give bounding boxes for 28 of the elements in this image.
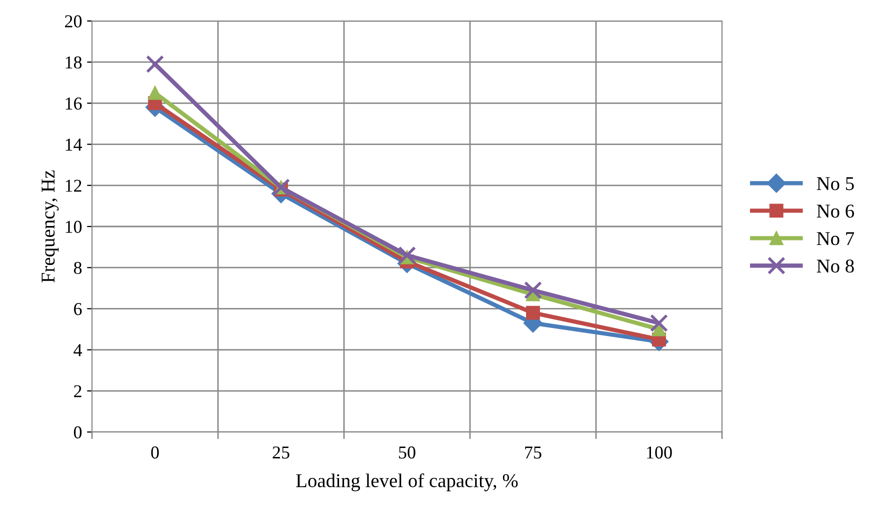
x-tick-label: 100 [647,446,672,459]
point [146,55,164,74]
y-tick-label: 4 [74,344,82,356]
y-tick-label: 2 [74,385,82,398]
y-tick-label: 10 [66,220,82,233]
legend-label: No 7 [816,232,854,246]
x-tick-label: 50 [399,446,416,459]
x-tick-label: 0 [151,446,159,459]
point [650,314,668,332]
y-axis-title: Frequency, Hz [42,170,59,283]
y-tick-label: 6 [74,303,82,316]
y-tick-label: 12 [66,180,82,192]
legend-label: No 5 [816,177,854,190]
y-tick-label: 16 [66,98,82,110]
y-tick-label: 20 [65,15,82,28]
legend-label: No 6 [816,204,854,218]
point [526,306,540,320]
point [524,281,542,300]
x-tick-label: 75 [525,446,542,459]
y-tick-label: 14 [66,138,82,151]
legend-label: No 8 [816,260,854,273]
y-tick-label: 8 [74,262,82,274]
point [398,246,416,264]
x-tick-label: 25 [272,446,290,459]
x-axis-title: Loading level of capacity, % [296,473,518,492]
y-tick-label: 18 [66,56,82,69]
point [148,86,162,100]
y-tick-label: 0 [74,426,82,438]
